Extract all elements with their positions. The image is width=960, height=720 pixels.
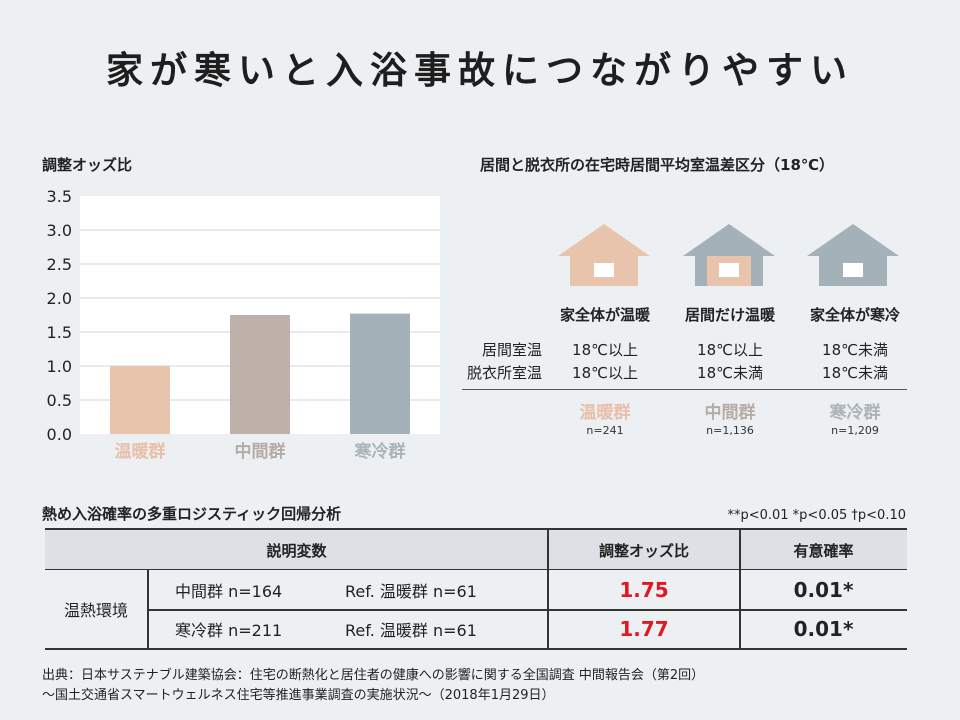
odds-ratio-bar-chart: 0.0 0.5 1.0 1.5 2.0 2.5 3.0 3.5 温暖群 中間群 寒冷群 — [47, 187, 440, 462]
y-tick-label: 1.0 — [47, 357, 72, 376]
page-title: 家が寒いと入浴事故につながりやすい — [106, 49, 854, 92]
y-tick-label: 0.5 — [47, 391, 72, 410]
table-row-1-p: 0.01* — [793, 577, 854, 602]
middle-dressing-temp: 18℃未満 — [697, 364, 763, 382]
header-odds: 調整オッズ比 — [598, 541, 689, 560]
header-p: 有意確率 — [793, 541, 854, 560]
group-n-warm: n=241 — [586, 424, 624, 437]
table-row-1-variable: 中間群 n=164 — [175, 581, 283, 601]
y-tick-label: 0.0 — [47, 425, 72, 444]
significance-note: **p<0.01 *p<0.05 †p<0.10 — [727, 508, 906, 523]
house-warm-icon — [558, 224, 650, 286]
chart-title: 調整オッズ比 — [42, 156, 133, 174]
table-caption: 熱め入浴確率の多重ロジスティック回帰分析 — [42, 505, 342, 523]
group-label: 温熱環境 — [63, 601, 128, 620]
group-heading-cold: 家全体が寒冷 — [809, 306, 900, 324]
bar-3 — [350, 313, 410, 434]
header-variable: 説明変数 — [266, 541, 327, 560]
cold-dressing-temp: 18℃未満 — [822, 364, 888, 382]
source-line-1: 出典：日本サステナブル建築協会：住宅の断熱化と居住者の健康への影響に関する全国調… — [42, 668, 705, 683]
warm-dressing-temp: 18℃以上 — [572, 364, 638, 382]
y-tick-label: 3.5 — [47, 187, 72, 206]
group-heading-middle: 居間だけ温暖 — [684, 306, 775, 324]
y-tick-label: 2.5 — [47, 255, 72, 274]
row-label-dressing: 脱衣所室温 — [466, 364, 542, 382]
middle-living-temp: 18℃以上 — [697, 341, 763, 359]
group-n-middle: n=1,136 — [706, 424, 754, 437]
regression-table: 説明変数 調整オッズ比 有意確率 温熱環境 中間群 n=164 Ref. 温暖群… — [45, 528, 907, 650]
row-label-living: 居間室温 — [481, 341, 542, 359]
bar-1 — [110, 366, 170, 434]
house-middle-icon — [683, 224, 775, 286]
x-tick-label: 温暖群 — [115, 441, 166, 462]
x-tick-label: 中間群 — [235, 441, 286, 462]
cold-living-temp: 18℃未満 — [822, 341, 888, 359]
y-tick-label: 1.5 — [47, 323, 72, 342]
x-tick-label: 寒冷群 — [355, 441, 406, 462]
table-row-2-odds: 1.77 — [619, 617, 669, 641]
table-row-1-odds: 1.75 — [619, 577, 669, 602]
table-row-2-p: 0.01* — [793, 617, 854, 641]
y-tick-label: 3.0 — [47, 221, 72, 240]
row-divider — [147, 609, 907, 611]
table-row-1-ref: Ref. 温暖群 n=61 — [345, 581, 477, 601]
table-row-2-ref: Ref. 温暖群 n=61 — [345, 621, 477, 640]
group-name-cold: 寒冷群 — [829, 403, 881, 423]
warm-living-temp: 18℃以上 — [572, 341, 638, 359]
table-header-row — [45, 530, 907, 570]
house-cold-icon — [807, 224, 899, 286]
group-n-cold: n=1,209 — [831, 424, 879, 437]
group-name-middle: 中間群 — [704, 403, 756, 423]
source-line-2: ～国土交通省スマートウェルネス住宅等推進事業調査の実施状況～（2018年1月29… — [42, 688, 555, 703]
y-tick-label: 2.0 — [47, 289, 72, 308]
col-divider — [739, 530, 741, 648]
houses-divider — [462, 389, 907, 390]
table-row-2-variable: 寒冷群 n=211 — [175, 621, 283, 640]
col-divider — [547, 530, 549, 648]
group-heading-warm: 家全体が温暖 — [559, 306, 650, 324]
houses-caption: 居間と脱衣所の在宅時居間平均室温差区分（18℃） — [480, 156, 835, 174]
bar-2 — [230, 315, 290, 434]
group-name-warm: 温暖群 — [579, 403, 631, 423]
